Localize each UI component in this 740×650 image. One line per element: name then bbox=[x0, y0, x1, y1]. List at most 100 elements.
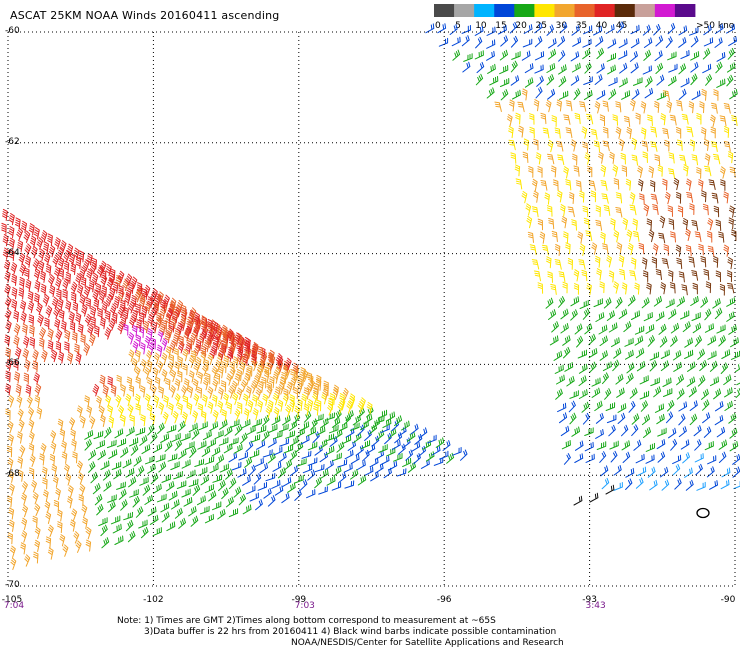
wind-barb bbox=[182, 363, 188, 376]
x-tick-label: -93 bbox=[582, 595, 597, 605]
wind-barb bbox=[723, 191, 729, 204]
wind-barb bbox=[129, 414, 135, 427]
wind-barb bbox=[318, 486, 328, 495]
wind-barb bbox=[676, 374, 684, 386]
wind-barb bbox=[49, 284, 56, 298]
wind-barb bbox=[267, 495, 276, 507]
wind-barb bbox=[662, 377, 672, 387]
wind-barb bbox=[730, 337, 739, 348]
wind-barb bbox=[164, 440, 173, 452]
wind-barb bbox=[166, 325, 173, 339]
wind-barb bbox=[727, 282, 735, 294]
wind-barb bbox=[684, 337, 693, 348]
wind-barb bbox=[715, 219, 722, 231]
wind-barb bbox=[246, 425, 256, 435]
wind-barb bbox=[364, 429, 372, 441]
wind-barb bbox=[619, 268, 626, 280]
wind-barb bbox=[535, 152, 542, 165]
wind-barb bbox=[500, 89, 509, 101]
wind-barb bbox=[554, 127, 561, 139]
wind-barb bbox=[52, 475, 59, 488]
wind-barb bbox=[246, 485, 256, 495]
wind-barb bbox=[647, 114, 653, 126]
wind-barb bbox=[377, 409, 388, 419]
wind-barb bbox=[188, 422, 198, 433]
wind-barb bbox=[645, 76, 653, 88]
wind-barb bbox=[226, 328, 234, 341]
wind-barb bbox=[640, 101, 647, 114]
wind-barb bbox=[277, 399, 284, 412]
wind-barb bbox=[32, 492, 39, 505]
wind-barb bbox=[676, 100, 683, 112]
wind-barb bbox=[24, 255, 31, 268]
wind-barb bbox=[573, 269, 580, 282]
wind-barb bbox=[668, 308, 677, 320]
wind-barb bbox=[16, 395, 23, 408]
wind-barb bbox=[285, 404, 292, 418]
wind-barb bbox=[8, 519, 15, 532]
colorbar-swatch bbox=[514, 4, 535, 17]
wind-barb bbox=[160, 433, 170, 443]
wind-barb bbox=[624, 337, 634, 347]
wind-barb bbox=[602, 100, 609, 112]
wind-barb bbox=[606, 52, 616, 62]
wind-barb bbox=[83, 285, 91, 299]
wind-barb bbox=[572, 37, 581, 47]
wind-barb bbox=[718, 231, 725, 243]
wind-barb bbox=[654, 50, 663, 62]
wind-barb bbox=[21, 530, 28, 543]
wind-barb bbox=[402, 457, 412, 468]
wind-barb bbox=[510, 152, 517, 164]
wind-barb bbox=[721, 349, 731, 359]
wind-barb bbox=[638, 242, 645, 255]
wind-barb bbox=[122, 306, 129, 319]
wind-barb bbox=[98, 517, 108, 527]
wind-barb bbox=[727, 48, 735, 60]
wind-barb bbox=[144, 301, 151, 314]
wind-barb bbox=[69, 321, 76, 333]
wind-barb bbox=[556, 140, 564, 152]
wind-barb bbox=[95, 439, 105, 450]
wind-barb bbox=[427, 434, 437, 444]
wind-barb bbox=[14, 346, 22, 360]
wind-barb bbox=[105, 263, 112, 277]
wind-barb bbox=[574, 323, 583, 335]
wind-barb bbox=[286, 381, 293, 395]
wind-barb bbox=[274, 485, 284, 496]
wind-barb bbox=[603, 204, 611, 216]
wind-barb bbox=[710, 126, 716, 139]
wind-barb bbox=[711, 192, 719, 204]
wind-barb bbox=[165, 378, 171, 390]
wind-barb bbox=[333, 429, 343, 440]
wind-barb bbox=[149, 514, 159, 525]
wind-barb bbox=[300, 367, 306, 379]
wind-barb bbox=[549, 335, 559, 346]
wind-barb bbox=[68, 311, 75, 324]
wind-barb bbox=[202, 363, 208, 377]
wind-barb bbox=[86, 268, 93, 281]
wind-barb bbox=[611, 337, 620, 348]
wind-barb bbox=[584, 441, 594, 452]
wind-barb bbox=[5, 320, 12, 333]
wind-barb bbox=[557, 402, 567, 413]
wind-barb bbox=[49, 454, 56, 466]
wind-barb bbox=[331, 417, 341, 428]
wind-barb bbox=[132, 495, 140, 508]
wind-barb bbox=[650, 126, 657, 138]
wind-barb bbox=[561, 440, 571, 450]
wind-barb bbox=[64, 329, 71, 342]
wind-barb bbox=[635, 347, 645, 359]
wind-barb bbox=[578, 259, 586, 270]
wind-barb bbox=[655, 311, 665, 322]
wind-barb bbox=[601, 477, 610, 490]
wind-barb bbox=[618, 77, 628, 88]
wind-barb bbox=[629, 387, 638, 399]
wind-barb bbox=[670, 231, 676, 243]
wind-barb bbox=[486, 50, 495, 61]
wind-barb bbox=[198, 421, 208, 431]
wind-barb bbox=[594, 74, 603, 85]
wind-barb bbox=[642, 24, 651, 36]
wind-barb bbox=[80, 276, 87, 289]
wind-barb bbox=[433, 457, 444, 466]
wind-barb bbox=[632, 218, 638, 231]
